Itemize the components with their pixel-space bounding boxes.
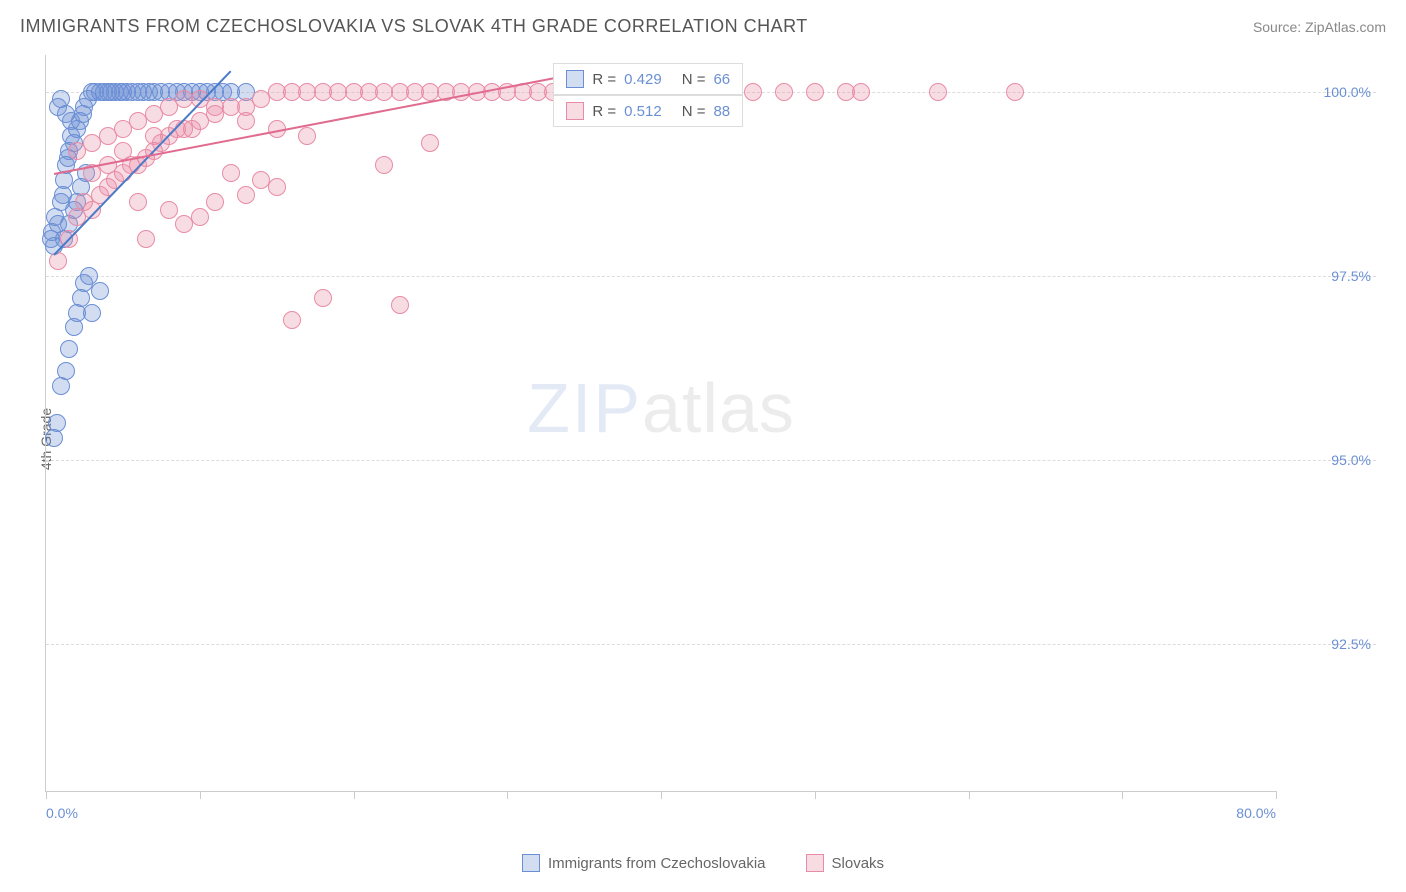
n-value: 88 — [713, 103, 730, 120]
xtick — [507, 791, 508, 799]
data-point — [60, 340, 78, 358]
source-label: Source: ZipAtlas.com — [1253, 19, 1386, 35]
r-label: R = — [592, 71, 616, 88]
watermark: ZIPatlas — [527, 368, 795, 448]
data-point — [929, 83, 947, 101]
r-value: 0.429 — [624, 71, 662, 88]
xtick — [354, 791, 355, 799]
n-value: 66 — [713, 71, 730, 88]
data-point — [48, 414, 66, 432]
legend-label: Immigrants from Czechoslovakia — [548, 855, 766, 872]
ytick-label: 97.5% — [1281, 268, 1371, 284]
correlation-legend-row: R = 0.429 N = 66 — [553, 63, 743, 95]
data-point — [83, 304, 101, 322]
data-point — [806, 83, 824, 101]
gridline — [46, 460, 1376, 461]
r-value: 0.512 — [624, 103, 662, 120]
data-point — [191, 208, 209, 226]
data-point — [62, 112, 80, 130]
xtick — [200, 791, 201, 799]
gridline — [46, 276, 1376, 277]
ytick-label: 100.0% — [1281, 84, 1371, 100]
data-point — [206, 98, 224, 116]
plot-area: ZIPatlas 92.5%95.0%97.5%100.0%0.0%80.0%R… — [45, 55, 1276, 792]
xtick — [969, 791, 970, 799]
data-point — [175, 215, 193, 233]
legend-swatch — [522, 854, 540, 872]
xtick-label: 0.0% — [46, 805, 78, 821]
bottom-legend: Immigrants from Czechoslovakia Slovaks — [0, 854, 1406, 872]
legend-item: Immigrants from Czechoslovakia — [522, 854, 766, 872]
watermark-zip: ZIP — [527, 369, 642, 447]
data-point — [283, 311, 301, 329]
gridline — [46, 644, 1376, 645]
data-point — [114, 142, 132, 160]
data-point — [268, 178, 286, 196]
legend-swatch — [566, 70, 584, 88]
xtick — [815, 791, 816, 799]
data-point — [57, 362, 75, 380]
data-point — [206, 193, 224, 211]
xtick — [46, 791, 47, 799]
data-point — [137, 230, 155, 248]
legend-swatch — [806, 854, 824, 872]
xtick-label: 80.0% — [1236, 805, 1276, 821]
legend-swatch — [566, 102, 584, 120]
chart-title: IMMIGRANTS FROM CZECHOSLOVAKIA VS SLOVAK… — [20, 16, 808, 37]
xtick — [1122, 791, 1123, 799]
data-point — [129, 193, 147, 211]
data-point — [237, 112, 255, 130]
data-point — [391, 296, 409, 314]
r-label: R = — [592, 103, 616, 120]
data-point — [1006, 83, 1024, 101]
n-label: N = — [682, 71, 706, 88]
data-point — [160, 201, 178, 219]
legend-label: Slovaks — [832, 855, 885, 872]
ytick-label: 92.5% — [1281, 636, 1371, 652]
data-point — [421, 134, 439, 152]
ytick-label: 95.0% — [1281, 452, 1371, 468]
data-point — [375, 156, 393, 174]
data-point — [298, 127, 316, 145]
n-label: N = — [682, 103, 706, 120]
xtick — [661, 791, 662, 799]
data-point — [852, 83, 870, 101]
watermark-atlas: atlas — [642, 369, 795, 447]
data-point — [237, 186, 255, 204]
chart-container: 4th Grade ZIPatlas 92.5%95.0%97.5%100.0%… — [45, 55, 1376, 822]
xtick — [1276, 791, 1277, 799]
data-point — [222, 164, 240, 182]
data-point — [91, 282, 109, 300]
data-point — [49, 252, 67, 270]
data-point — [314, 289, 332, 307]
correlation-legend-row: R = 0.512 N = 88 — [553, 95, 743, 127]
data-point — [744, 83, 762, 101]
legend-item: Slovaks — [806, 854, 885, 872]
data-point — [775, 83, 793, 101]
